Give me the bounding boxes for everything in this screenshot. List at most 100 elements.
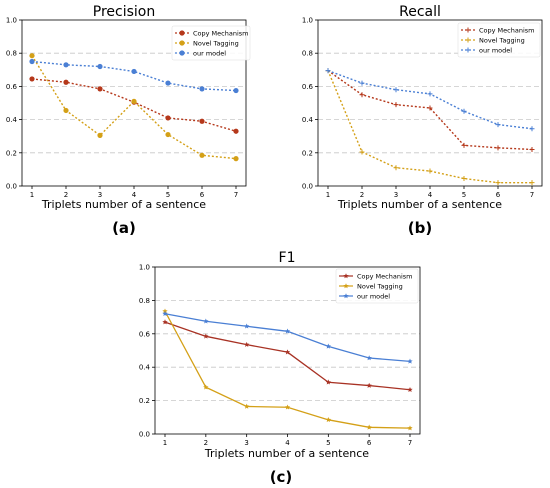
precision-copy-mechanism-point bbox=[199, 118, 205, 124]
recall-panel: Recall 0.0 0.2 0.4 0.6 0.8 1.0 1 2 3 4 5 6 7 Copy Mec… bbox=[302, 4, 543, 237]
f1-novel-tagging-point bbox=[203, 384, 209, 390]
precision-x-tick-label: 2 bbox=[64, 191, 68, 199]
recall-novel-tagging-point bbox=[427, 168, 433, 174]
recall-novel-tagging-line bbox=[327, 70, 532, 184]
f1-x-axis-label: Triplets number of a sentence bbox=[204, 447, 369, 460]
f1-x-tick-label: 7 bbox=[408, 439, 412, 447]
precision-x-tick-label: 7 bbox=[234, 191, 238, 199]
precision-x-tick-label: 4 bbox=[132, 191, 137, 199]
recall-x-tick-label: 4 bbox=[428, 191, 433, 199]
precision-novel-tagging-point bbox=[199, 152, 205, 158]
precision-x-tick-label: 1 bbox=[30, 191, 34, 199]
precision-our-model-point bbox=[29, 58, 35, 65]
recall-legend-marker-copy-mechanism bbox=[465, 27, 471, 33]
precision-our-model-point bbox=[131, 68, 137, 75]
f1-novel-tagging-point bbox=[325, 417, 331, 423]
f1-x-tick-label: 1 bbox=[163, 439, 167, 447]
precision-y-tick-label: 0.6 bbox=[6, 83, 18, 91]
f1-copy-mechanism-point bbox=[203, 333, 209, 339]
f1-copy-mechanism-point bbox=[244, 341, 250, 347]
f1-y-tick-label: 0.2 bbox=[139, 397, 150, 405]
precision-legend: Copy Mechanism Novel Tagging our model bbox=[171, 25, 251, 61]
f1-copy-mechanism-point bbox=[284, 349, 291, 355]
f1-x-tick-label: 3 bbox=[244, 439, 248, 447]
precision-x-tick-label: 3 bbox=[98, 191, 102, 199]
f1-copy-mechanism-point bbox=[162, 319, 168, 325]
f1-our-model-point bbox=[162, 310, 168, 317]
f1-copy-mechanism-point bbox=[407, 386, 413, 393]
f1-legend-box bbox=[335, 268, 419, 304]
precision-y-tick-label: 0.4 bbox=[6, 116, 18, 124]
precision-novel-tagging-point bbox=[29, 53, 35, 59]
recall-legend-box bbox=[457, 22, 541, 58]
recall-copy-mechanism-point bbox=[529, 146, 535, 152]
f1-panel: F1 0.0 0.2 0.4 0.6 0.8 1.0 1 2 3 4 5 6 7 Copy Mechani… bbox=[139, 250, 421, 486]
precision-title: Precision bbox=[93, 4, 155, 20]
recall-our-model-line bbox=[327, 69, 533, 130]
precision-legend-label-novel-tagging: Novel Tagging bbox=[193, 40, 239, 48]
precision-legend-marker-novel-tagging bbox=[179, 40, 185, 46]
recall-our-model-point bbox=[427, 91, 433, 97]
f1-our-model-point bbox=[366, 355, 372, 361]
recall-copy-mechanism-point bbox=[359, 92, 365, 98]
recall-novel-tagging-point bbox=[495, 180, 501, 186]
recall-y-tick-label: 0.4 bbox=[302, 116, 314, 124]
f1-copy-mechanism-point bbox=[325, 379, 331, 385]
f1-novel-tagging-point bbox=[366, 424, 372, 430]
recall-y-tick-label: 0.2 bbox=[302, 149, 313, 157]
recall-our-model-point bbox=[529, 126, 535, 132]
f1-novel-tagging-point bbox=[244, 403, 250, 409]
f1-axes-frame bbox=[154, 266, 421, 435]
recall-legend: Copy Mechanism Novel Tagging our model bbox=[457, 22, 541, 58]
recall-copy-mechanism-point bbox=[461, 142, 467, 148]
recall-novel-tagging-point bbox=[393, 165, 399, 171]
precision-plot: 0.0 0.2 0.4 0.6 0.8 1.0 1 2 3 4 5 6 7 Copy Mechanism N… bbox=[6, 17, 251, 199]
recall-our-model-point bbox=[495, 122, 501, 128]
precision-our-model-point bbox=[233, 87, 239, 94]
precision-our-model-point bbox=[63, 62, 69, 68]
precision-legend-label-our-model: our model bbox=[193, 50, 226, 58]
f1-legend-label-copy-mechanism: Copy Mechanism bbox=[357, 273, 412, 281]
f1-panel-caption: (c) bbox=[270, 468, 293, 486]
precision-y-tick-label: 0.8 bbox=[6, 50, 17, 58]
precision-copy-mechanism-point bbox=[165, 115, 171, 121]
precision-our-model-point bbox=[165, 80, 171, 86]
recall-x-tick-label: 7 bbox=[530, 191, 534, 199]
f1-x-tick-label: 4 bbox=[285, 439, 290, 447]
f1-legend-marker-novel-tagging bbox=[343, 283, 349, 289]
f1-our-model-line bbox=[164, 313, 411, 363]
f1-legend-marker-our-model bbox=[343, 293, 349, 299]
f1-plot: 0.0 0.2 0.4 0.6 0.8 1.0 1 2 3 4 5 6 7 Copy Mechanism N… bbox=[139, 264, 421, 447]
f1-y-tick-label: 0.0 bbox=[139, 431, 150, 439]
precision-copy-mechanism-point bbox=[233, 128, 239, 134]
recall-title: Recall bbox=[399, 4, 441, 20]
recall-legend-marker-our-model bbox=[465, 47, 471, 53]
recall-legend-marker-novel-tagging bbox=[465, 37, 471, 43]
recall-x-tick-label: 3 bbox=[394, 191, 398, 199]
recall-y-tick-label: 0.6 bbox=[302, 83, 314, 91]
precision-x-axis-label: Triplets number of a sentence bbox=[41, 198, 206, 211]
recall-panel-caption: (b) bbox=[408, 219, 432, 237]
f1-novel-tagging-point bbox=[407, 425, 413, 431]
f1-legend-label-novel-tagging: Novel Tagging bbox=[357, 283, 403, 291]
recall-our-model-point bbox=[461, 108, 467, 114]
precision-copy-mechanism-point bbox=[29, 76, 35, 82]
precision-copy-mechanism-point bbox=[63, 79, 69, 85]
recall-our-model-point bbox=[325, 68, 331, 74]
f1-our-model-point bbox=[203, 318, 209, 324]
f1-our-model-point bbox=[244, 323, 250, 329]
precision-x-tick-label: 6 bbox=[200, 191, 205, 199]
recall-copy-mechanism-point bbox=[495, 145, 501, 151]
recall-y-tick-label: 0.0 bbox=[302, 183, 313, 191]
f1-legend-marker-copy-mechanism bbox=[343, 273, 349, 279]
recall-novel-tagging-point bbox=[359, 149, 365, 155]
precision-axes-frame bbox=[21, 19, 247, 187]
recall-x-tick-label: 6 bbox=[496, 191, 501, 199]
precision-novel-tagging-point bbox=[97, 132, 103, 138]
f1-x-tick-label: 5 bbox=[326, 439, 330, 447]
f1-our-model-point bbox=[325, 343, 331, 349]
precision-our-model-point bbox=[97, 63, 103, 70]
f1-y-tick-label: 0.6 bbox=[139, 330, 151, 338]
recall-copy-mechanism-point bbox=[393, 102, 399, 108]
